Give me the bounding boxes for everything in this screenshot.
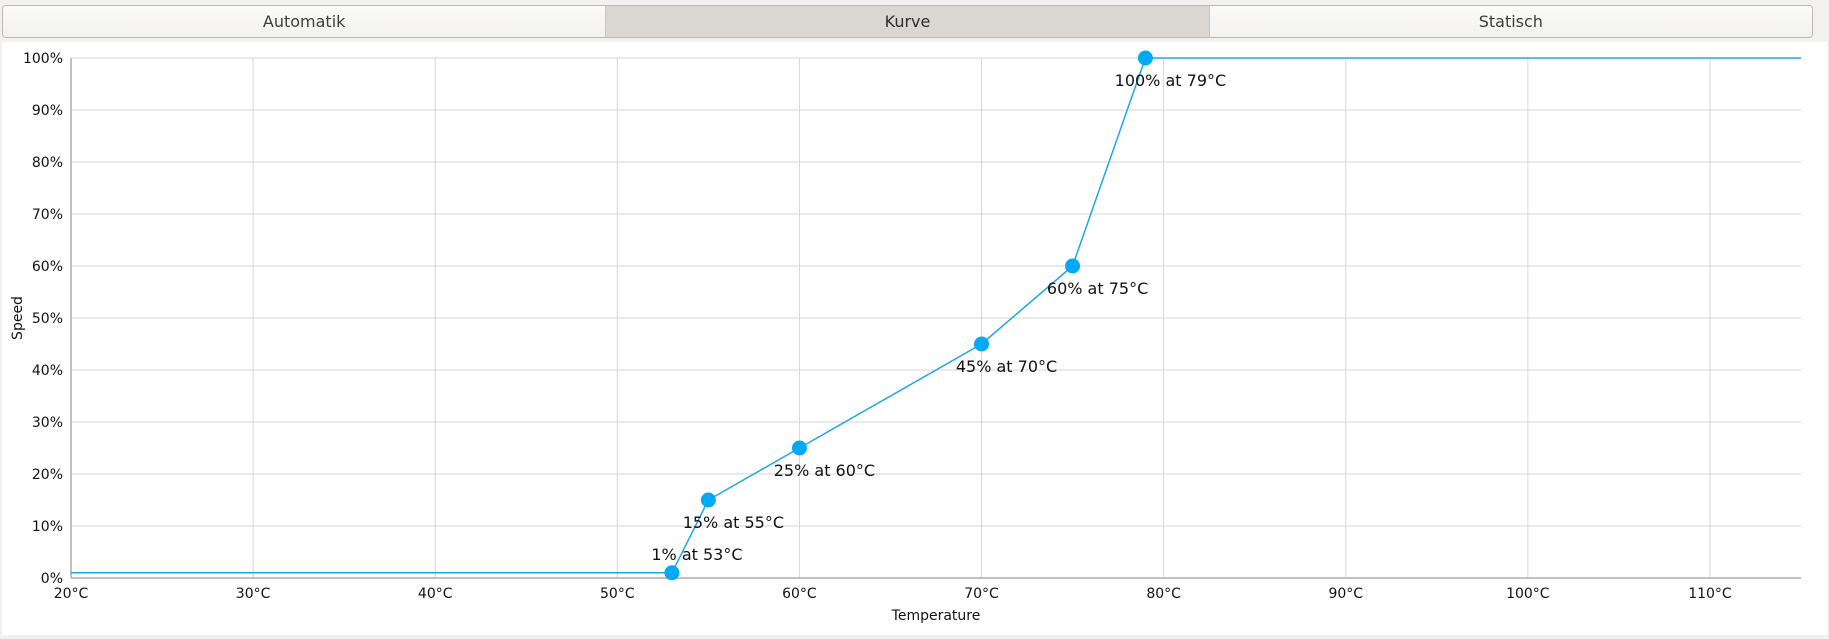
curve-point[interactable]	[700, 492, 716, 508]
x-tick-label: 110°C	[1688, 586, 1732, 602]
y-tick-label: 100%	[23, 51, 63, 67]
y-tick-label: 50%	[32, 311, 63, 327]
point-label: 1% at 53°C	[651, 545, 742, 564]
y-tick-label: 0%	[41, 571, 63, 587]
y-tick-label: 80%	[32, 155, 63, 171]
curve-point[interactable]	[791, 440, 807, 456]
y-tick-label: 60%	[32, 259, 63, 275]
x-tick-label: 90°C	[1328, 586, 1363, 602]
y-tick-label: 20%	[32, 467, 63, 483]
x-tick-label: 40°C	[418, 586, 453, 602]
curve-point[interactable]	[664, 565, 680, 581]
y-tick-label: 30%	[32, 415, 63, 431]
tab-bar: Automatik Kurve Statisch	[2, 5, 1813, 38]
y-tick-label: 70%	[32, 207, 63, 223]
x-tick-label: 70°C	[964, 586, 999, 602]
y-tick-label: 40%	[32, 363, 63, 379]
point-label: 45% at 70°C	[956, 357, 1057, 376]
curve-point[interactable]	[1137, 50, 1153, 66]
y-tick-label: 10%	[32, 519, 63, 535]
tab-statisch[interactable]: Statisch	[1209, 6, 1812, 37]
x-tick-label: 50°C	[600, 586, 635, 602]
fan-curve-svg: 0% 10% 20% 30% 40% 50% 60% 70% 80% 90% 100% 20°C 30°…	[10, 50, 1801, 624]
tab-automatik[interactable]: Automatik	[3, 6, 607, 37]
x-tick-label: 100°C	[1506, 586, 1550, 602]
point-label: 15% at 55°C	[683, 513, 784, 532]
curve-line	[71, 57, 1801, 574]
x-tick-label: 60°C	[782, 586, 817, 602]
point-label: 25% at 60°C	[774, 461, 875, 480]
x-axis-title: Temperature	[891, 608, 981, 624]
x-tick-label: 20°C	[54, 586, 89, 602]
curve-point[interactable]	[1065, 258, 1081, 274]
x-tick-label: 30°C	[236, 586, 271, 602]
fan-curve-chart: 0% 10% 20% 30% 40% 50% 60% 70% 80% 90% 100% 20°C 30°…	[2, 42, 1827, 635]
y-tick-label: 90%	[32, 103, 63, 119]
point-label: 100% at 79°C	[1115, 71, 1227, 90]
x-tick-label: 80°C	[1146, 586, 1181, 602]
curve-point[interactable]	[974, 336, 990, 352]
point-label: 60% at 75°C	[1047, 279, 1148, 298]
tab-kurve[interactable]: Kurve	[606, 6, 1210, 37]
y-axis-title: Speed	[10, 296, 26, 340]
